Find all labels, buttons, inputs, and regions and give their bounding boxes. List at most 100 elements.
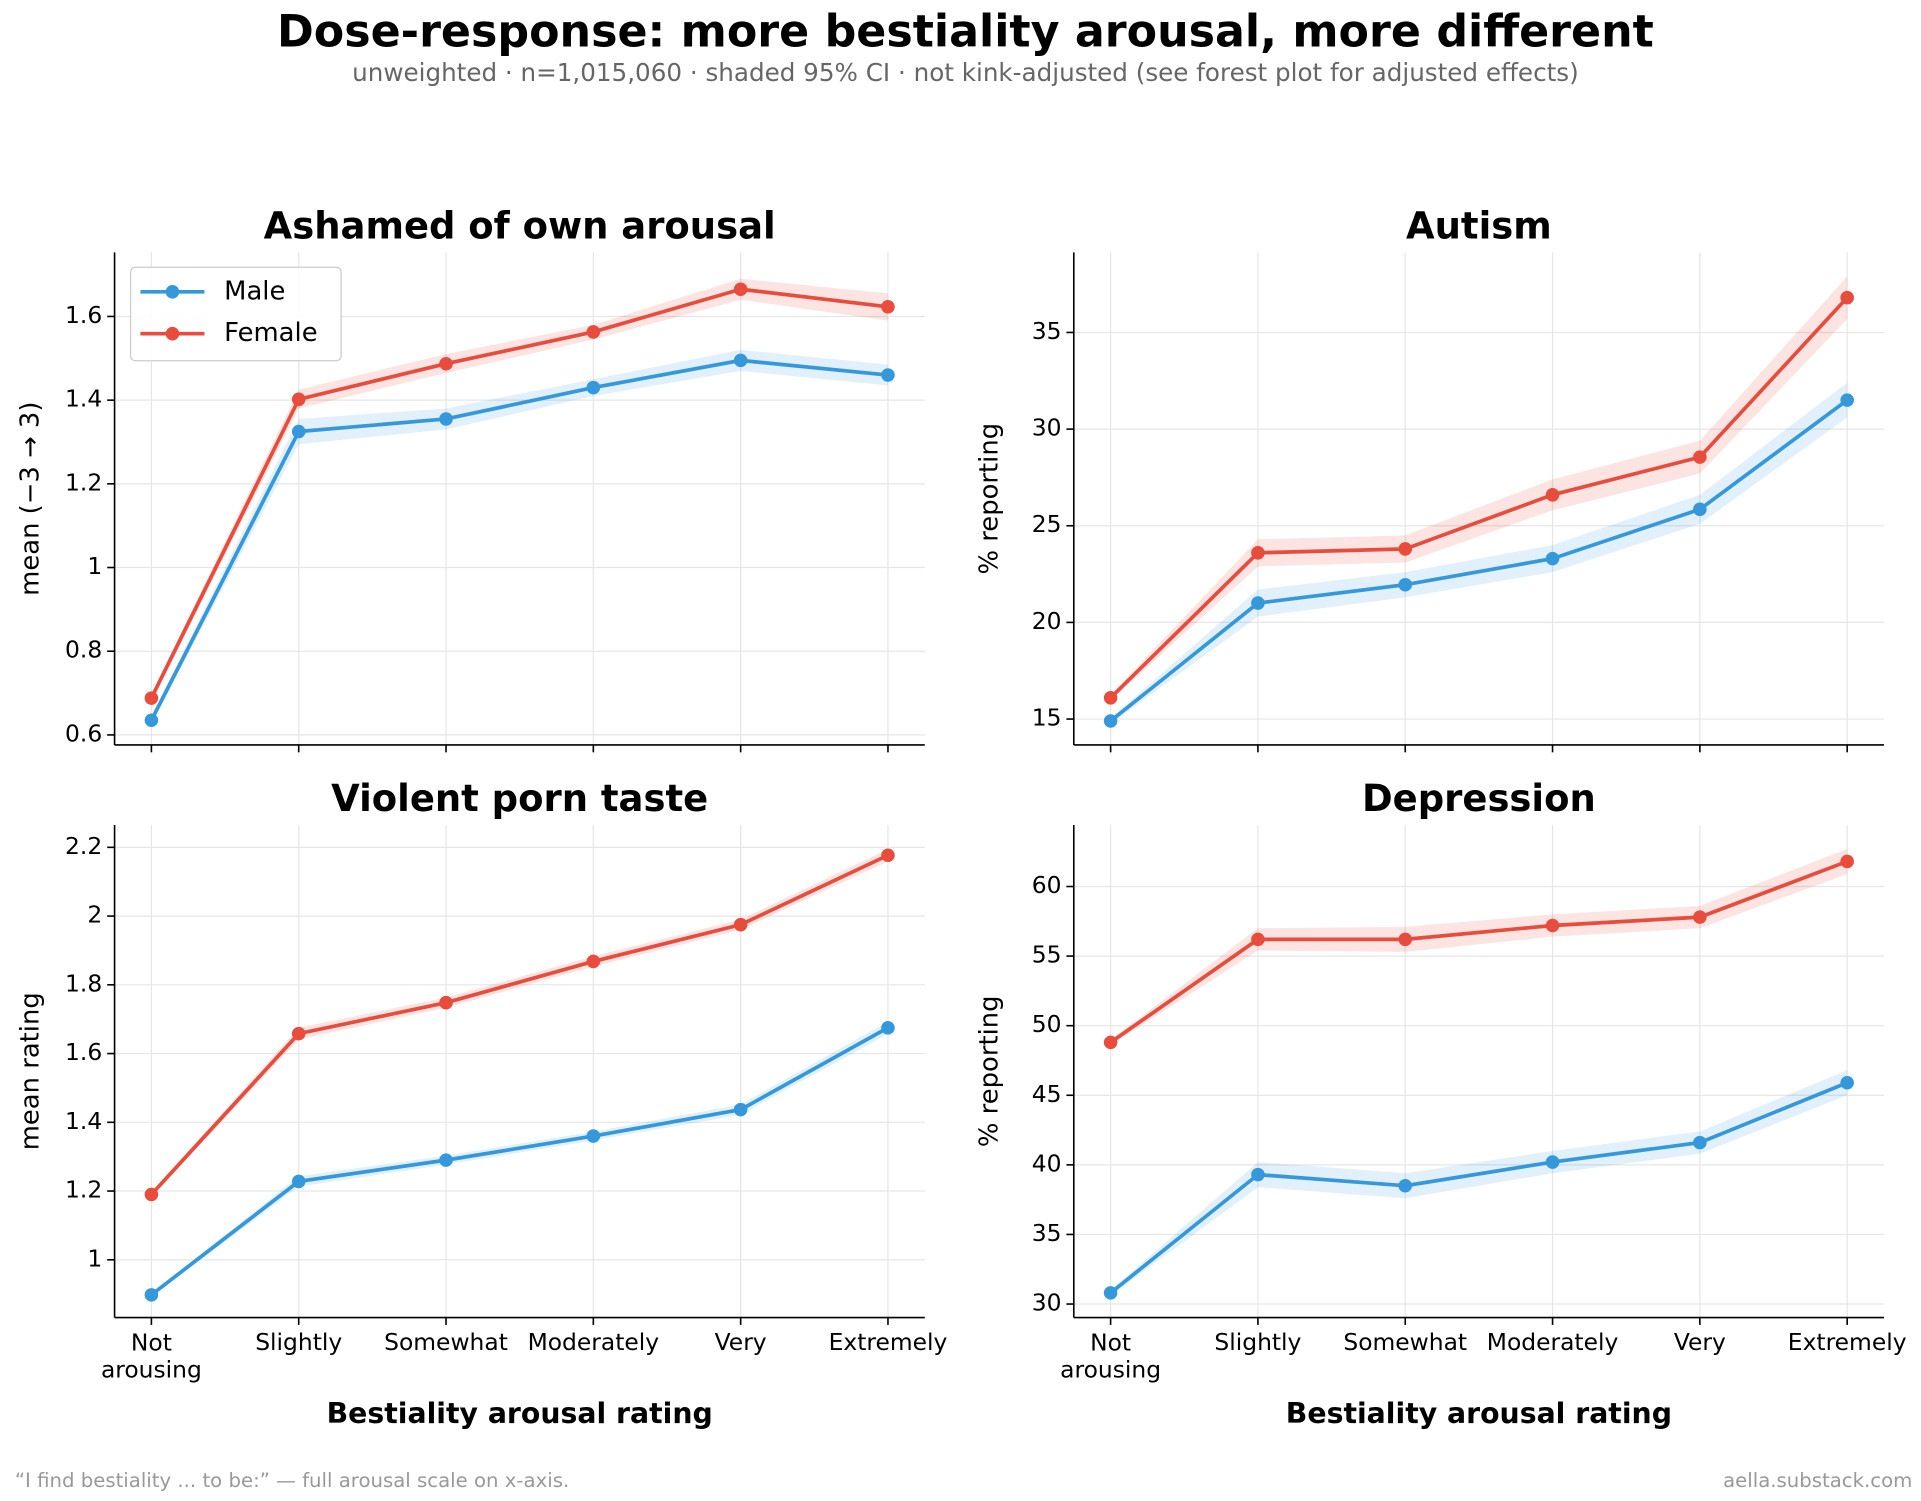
- point: [291, 392, 306, 407]
- point: [144, 1187, 159, 1202]
- x-axis-label: Bestiality arousal rating: [327, 1397, 713, 1430]
- x-tick-label: Slightly: [255, 1328, 342, 1356]
- point: [1103, 1035, 1118, 1050]
- point: [733, 917, 748, 932]
- y-tick-label: 1.2: [65, 1176, 102, 1204]
- y-tick-label: 2.2: [65, 832, 102, 860]
- ci-band: [1110, 848, 1848, 1046]
- x-axis-label: Bestiality arousal rating: [1286, 1397, 1672, 1430]
- point: [586, 325, 601, 339]
- point: [586, 380, 601, 395]
- x-tick-label: Not arousing: [101, 1328, 202, 1383]
- y-tick-label: 1.2: [65, 468, 102, 496]
- point: [881, 848, 895, 863]
- point: [439, 412, 453, 426]
- point: [291, 424, 306, 439]
- legend: Male Female: [129, 266, 342, 362]
- point: [1398, 577, 1413, 592]
- ci-band: [151, 1021, 888, 1297]
- series-line: [149, 287, 889, 699]
- y-axis-label: % reporting: [975, 423, 1005, 575]
- ci-band: [151, 349, 888, 725]
- series-line: [1109, 398, 1849, 723]
- subplot: 0.6 0.8 1 1.2 1.4 1.6 Ashamed of own arousal me…: [15, 204, 925, 753]
- series-line: [1109, 859, 1848, 1044]
- y-tick-label: 0.8: [65, 636, 102, 664]
- y-tick-label: 1.4: [65, 385, 102, 413]
- x-tick-label: Very: [1674, 1328, 1726, 1356]
- legend-label: Male: [224, 276, 285, 306]
- point: [1693, 910, 1707, 924]
- y-tick-label: 1: [87, 552, 102, 580]
- x-tick-label: Not arousing: [1060, 1328, 1161, 1383]
- point: [1398, 542, 1413, 556]
- y-tick-label: 1.6: [65, 301, 102, 329]
- point: [291, 1026, 306, 1041]
- y-tick-label: 40: [1032, 1149, 1062, 1177]
- subplot-title: Ashamed of own arousal: [264, 204, 776, 247]
- point: [881, 1021, 895, 1035]
- point: [1251, 932, 1265, 947]
- series-line: [1109, 296, 1849, 700]
- y-tick-label: 35: [1032, 317, 1062, 345]
- point: [1545, 488, 1560, 502]
- x-tick-label: Moderately: [1487, 1328, 1619, 1356]
- y-tick-label: 15: [1032, 704, 1062, 732]
- point: [881, 300, 895, 314]
- point: [439, 356, 453, 371]
- point: [1398, 932, 1413, 947]
- point: [1251, 596, 1265, 610]
- ci-band: [151, 278, 888, 703]
- point: [733, 282, 748, 297]
- point: [1103, 1286, 1118, 1300]
- subplot: Not arousing Slightly Somewhat Moderately Ver…: [15, 777, 947, 1430]
- y-tick-label: 1.6: [65, 1038, 102, 1066]
- y-tick-label: 1: [87, 1244, 102, 1272]
- y-axis-label: mean (−3 → 3): [15, 402, 45, 596]
- point: [1693, 450, 1707, 464]
- point: [144, 713, 159, 728]
- y-axis-label: % reporting: [975, 995, 1005, 1147]
- point: [1103, 714, 1118, 728]
- x-tick-label: Very: [715, 1328, 767, 1356]
- subplot: 15 20 25 30 35 Autism % reporting: [975, 204, 1885, 753]
- y-tick-label: 1.8: [65, 969, 102, 997]
- point: [291, 1174, 306, 1189]
- point: [733, 353, 748, 368]
- y-tick-label: 35: [1032, 1219, 1062, 1247]
- ci-band: [1110, 1070, 1848, 1296]
- point: [1251, 1167, 1265, 1182]
- figure-subtitle: unweighted · n=1,015,060 · shaded 95% CI…: [352, 58, 1579, 87]
- point: [733, 1102, 748, 1117]
- series-line: [150, 853, 889, 1196]
- y-tick-label: 25: [1032, 510, 1062, 538]
- point: [1840, 1075, 1854, 1090]
- y-tick-label: 20: [1032, 607, 1062, 635]
- point: [1840, 854, 1854, 869]
- y-tick-label: 55: [1032, 941, 1062, 969]
- point: [144, 1288, 159, 1302]
- y-tick-label: 60: [1032, 871, 1062, 899]
- series-line: [149, 358, 889, 722]
- point: [144, 691, 159, 705]
- y-tick-label: 30: [1032, 1289, 1062, 1317]
- subplot: Not arousing Slightly Somewhat Moderately Ver…: [975, 777, 1907, 1430]
- point: [1398, 1178, 1413, 1193]
- y-tick-label: 45: [1032, 1080, 1062, 1108]
- series-line: [1109, 1081, 1848, 1295]
- y-tick-label: 1.4: [65, 1107, 102, 1135]
- legend-label: Female: [224, 318, 317, 348]
- legend-marker: [165, 326, 180, 341]
- point: [1693, 502, 1707, 517]
- point: [881, 368, 895, 382]
- figure-title: Dose-response: more bestiality arousal, …: [277, 6, 1654, 57]
- point: [439, 995, 453, 1010]
- point: [1545, 551, 1560, 566]
- point: [1840, 393, 1854, 407]
- x-tick-label: Extremely: [1788, 1328, 1907, 1356]
- point: [1545, 918, 1560, 933]
- point: [1840, 290, 1854, 305]
- x-tick-label: Somewhat: [384, 1328, 508, 1356]
